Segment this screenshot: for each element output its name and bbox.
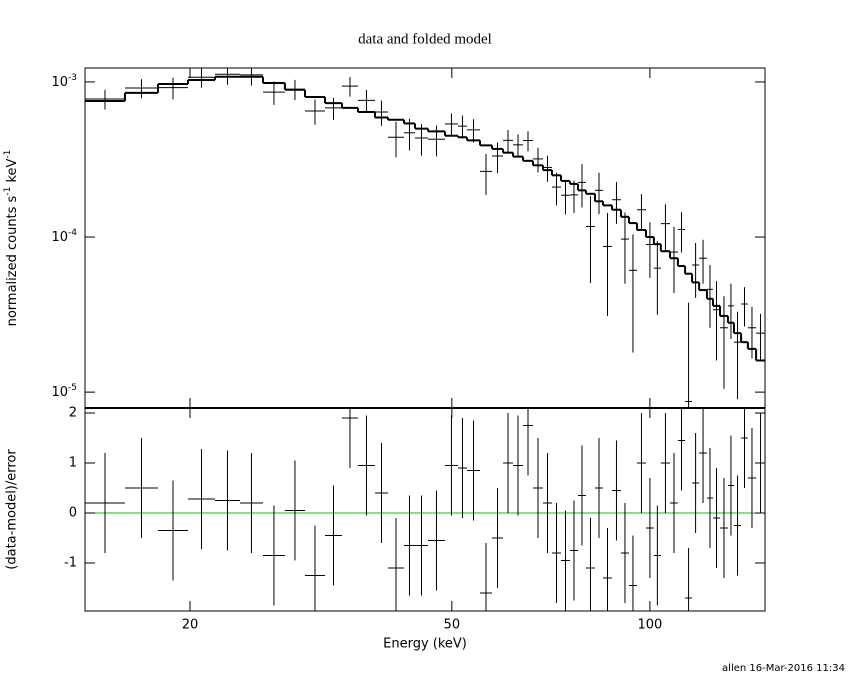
y-tick-label: -1 <box>64 556 77 571</box>
y-tick-label: 10-4 <box>51 228 77 245</box>
plot-area <box>85 68 765 408</box>
footer: allen 16-Mar-2016 11:34 <box>722 663 845 674</box>
x-tick-label: 50 <box>444 618 461 633</box>
x-tick-label: 20 <box>182 618 199 633</box>
frame <box>84 67 766 612</box>
y-tick-label: 1 <box>69 456 77 471</box>
y-axis-label: (data-model)/error <box>5 449 20 570</box>
plot-area <box>85 408 765 611</box>
y-tick-label: 2 <box>69 406 77 421</box>
chart-title: data and folded model <box>358 31 492 47</box>
y-tick-label: 10-5 <box>51 383 77 400</box>
y-tick-label: 10-3 <box>51 72 77 89</box>
y-axis-label: normalized counts s-1 keV-1 <box>3 150 20 327</box>
x-axis-label: Energy (keV) <box>383 637 467 652</box>
y-tick-label: 0 <box>69 506 77 521</box>
x-tick-label: 100 <box>637 618 662 633</box>
